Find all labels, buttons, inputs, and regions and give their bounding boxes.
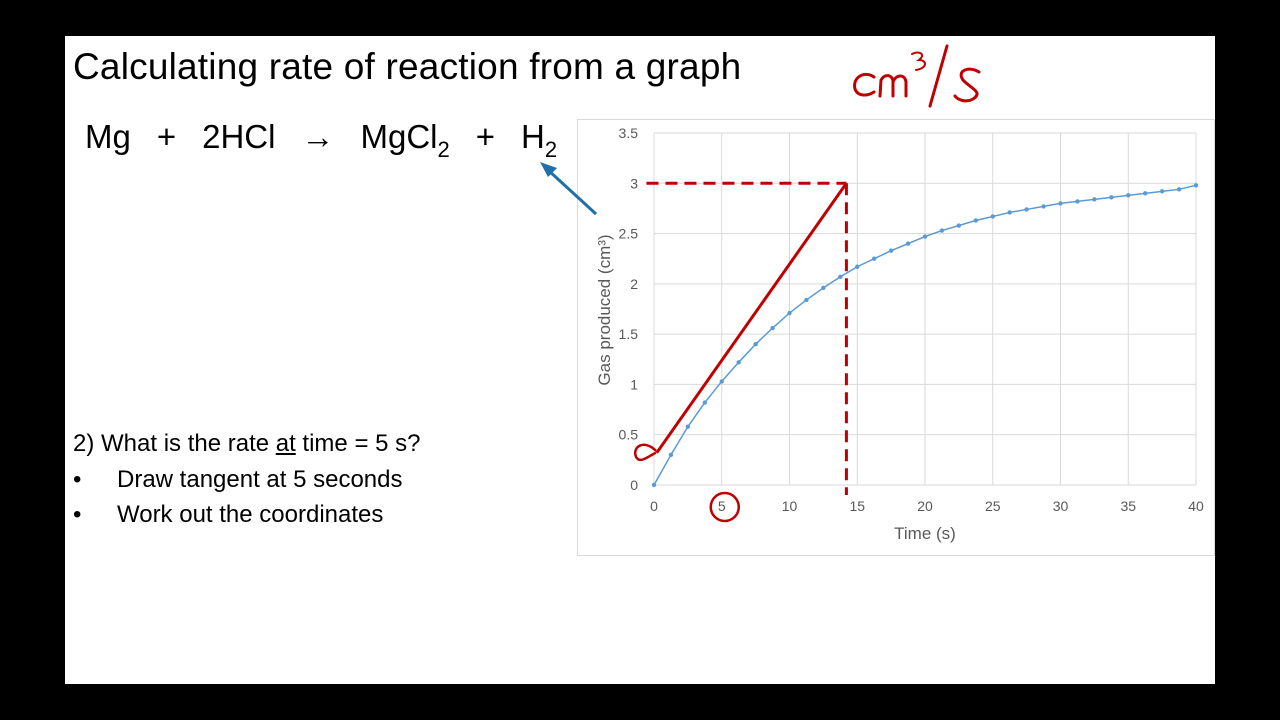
x-tick-label: 30 (1053, 498, 1069, 514)
data-point (736, 360, 741, 365)
x-axis-label: Time (s) (894, 524, 956, 543)
plus-sign: + (475, 118, 496, 155)
data-point (939, 228, 945, 233)
data-point (685, 424, 691, 429)
data-point (770, 325, 775, 331)
list-item: Draw tangent at 5 seconds (73, 466, 403, 501)
data-point (1075, 199, 1080, 204)
data-point (1092, 197, 1097, 202)
x-tick-label: 20 (917, 498, 933, 514)
x-tick-label: 10 (782, 498, 798, 514)
data-point (1142, 191, 1148, 196)
data-point (990, 214, 995, 219)
product-mgcl2: MgCl2 (360, 118, 450, 162)
y-tick-label: 3 (630, 175, 638, 191)
x-tick-label: 0 (650, 498, 658, 514)
data-point (1109, 195, 1114, 200)
data-point (702, 400, 708, 405)
y-tick-label: 0 (630, 477, 638, 493)
data-point (1058, 201, 1063, 206)
reaction-arrow-icon: → (301, 118, 335, 155)
data-point (668, 452, 674, 458)
x-tick-label: 5 (718, 498, 726, 514)
data-point (922, 234, 928, 239)
question-text: 2) What is the rate at time = 5 s? (73, 430, 421, 457)
data-point (871, 256, 877, 261)
data-point (1193, 183, 1199, 188)
tangent-line (655, 182, 848, 454)
slide-title: Calculating rate of reaction from a grap… (73, 46, 742, 87)
data-point (888, 248, 894, 253)
data-point (1159, 189, 1165, 194)
y-tick-label: 3.5 (619, 125, 639, 141)
instruction-list: Draw tangent at 5 seconds Work out the c… (73, 466, 403, 536)
data-point (719, 379, 724, 384)
x-tick-label: 25 (985, 498, 1001, 514)
y-axis-label: Gas produced (cm³) (595, 234, 614, 385)
pointer-arrow-icon (540, 162, 598, 216)
data-point (956, 223, 962, 228)
chart-frame (577, 119, 1215, 556)
data-point (1126, 193, 1131, 198)
reactant-mg: Mg (85, 118, 131, 155)
data-point (973, 218, 979, 223)
data-point (804, 297, 809, 303)
reactant-hcl: 2HCl (202, 118, 276, 155)
circled-tick-mark (709, 491, 740, 523)
data-point (1176, 187, 1182, 192)
x-tick-label: 40 (1188, 498, 1204, 514)
data-point (651, 482, 657, 488)
product-h2: H2 (521, 118, 558, 162)
chemical-equation: Mg +2HCl → MgCl2 + H2 (85, 118, 557, 163)
y-tick-label: 2 (630, 276, 638, 292)
y-tick-label: 2.5 (619, 226, 639, 242)
x-tick-label: 15 (849, 498, 865, 514)
data-point (787, 310, 792, 316)
y-tick-label: 0.5 (619, 427, 639, 443)
data-point (1007, 210, 1012, 215)
data-point (905, 241, 911, 246)
data-point (753, 342, 758, 347)
data-point (838, 274, 843, 280)
plus-sign: + (156, 118, 177, 155)
y-tick-label: 1.5 (619, 326, 639, 342)
y-tick-label: 1 (630, 376, 638, 392)
data-point (1024, 207, 1029, 212)
x-tick-label: 35 (1120, 498, 1136, 514)
data-point (1041, 204, 1046, 209)
circled-intercept-mark (633, 443, 657, 462)
data-point (855, 264, 860, 269)
handwritten-units (853, 44, 981, 108)
data-point (821, 285, 826, 291)
list-item: Work out the coordinates (73, 501, 403, 536)
